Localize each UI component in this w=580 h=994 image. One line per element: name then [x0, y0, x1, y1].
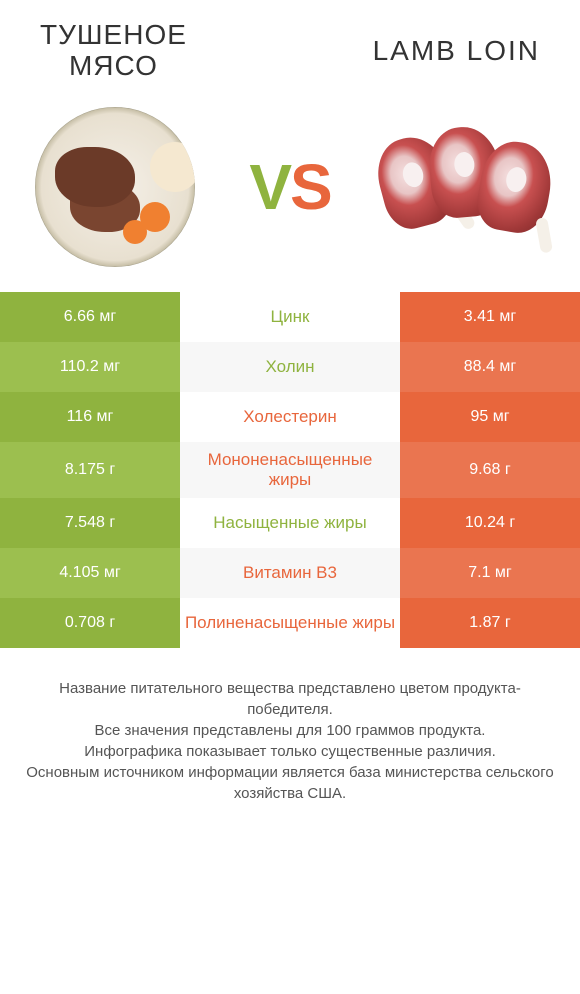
- left-value: 0.708 г: [0, 598, 180, 648]
- footer-line: Все значения представлены для 100 граммо…: [20, 720, 560, 741]
- footer-line: Инфографика показывает только существенн…: [20, 741, 560, 762]
- right-value: 9.68 г: [400, 442, 580, 498]
- right-value: 1.87 г: [400, 598, 580, 648]
- left-value: 4.105 мг: [0, 548, 180, 598]
- left-food-image: [30, 102, 200, 272]
- table-row: 8.175 гМононенасыщенные жиры9.68 г: [0, 442, 580, 498]
- table-row: 4.105 мгВитамин B37.1 мг: [0, 548, 580, 598]
- nutrient-label: Цинк: [180, 292, 400, 342]
- stew-plate-icon: [35, 107, 195, 267]
- images-row: VS: [0, 92, 580, 292]
- table-row: 116 мгХолестерин95 мг: [0, 392, 580, 442]
- nutrient-label: Холин: [180, 342, 400, 392]
- right-value: 95 мг: [400, 392, 580, 442]
- nutrient-label: Холестерин: [180, 392, 400, 442]
- footer-line: Название питательного вещества представл…: [20, 678, 560, 720]
- right-title: LAMB LOIN: [373, 35, 540, 67]
- table-row: 0.708 гПолиненасыщенные жиры1.87 г: [0, 598, 580, 648]
- table-row: 110.2 мгХолин88.4 мг: [0, 342, 580, 392]
- comparison-table: 6.66 мгЦинк3.41 мг110.2 мгХолин88.4 мг11…: [0, 292, 580, 648]
- footer-notes: Название питательного вещества представл…: [0, 648, 580, 834]
- table-row: 7.548 гНасыщенные жиры10.24 г: [0, 498, 580, 548]
- left-value: 8.175 г: [0, 442, 180, 498]
- right-value: 88.4 мг: [400, 342, 580, 392]
- left-value: 116 мг: [0, 392, 180, 442]
- left-value: 7.548 г: [0, 498, 180, 548]
- right-food-image: [380, 102, 550, 272]
- left-value: 110.2 мг: [0, 342, 180, 392]
- footer-line: Основным источником информации является …: [20, 762, 560, 804]
- left-value: 6.66 мг: [0, 292, 180, 342]
- header: ТУШЕНОЕМЯСО LAMB LOIN: [0, 0, 580, 92]
- nutrient-label: Насыщенные жиры: [180, 498, 400, 548]
- vs-label: VS: [249, 150, 330, 224]
- left-title: ТУШЕНОЕМЯСО: [40, 20, 187, 82]
- right-value: 10.24 г: [400, 498, 580, 548]
- nutrient-label: Витамин B3: [180, 548, 400, 598]
- right-value: 3.41 мг: [400, 292, 580, 342]
- nutrient-label: Полиненасыщенные жиры: [180, 598, 400, 648]
- table-row: 6.66 мгЦинк3.41 мг: [0, 292, 580, 342]
- lamb-chops-icon: [380, 117, 550, 257]
- right-value: 7.1 мг: [400, 548, 580, 598]
- nutrient-label: Мононенасыщенные жиры: [180, 442, 400, 498]
